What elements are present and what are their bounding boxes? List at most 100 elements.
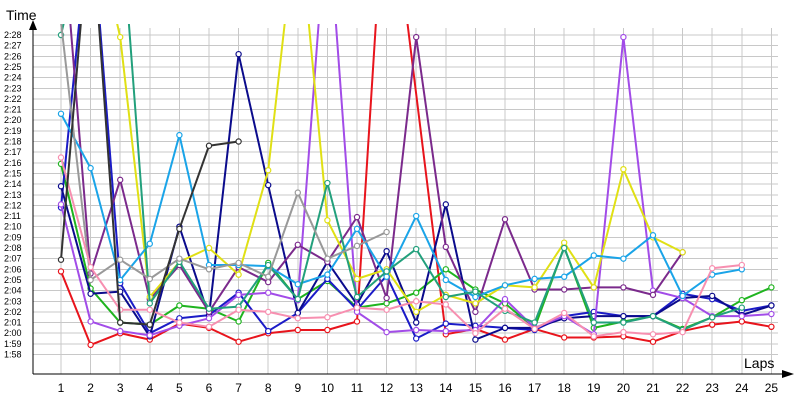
data-point xyxy=(679,328,686,336)
data-point xyxy=(265,181,272,189)
data-point xyxy=(57,154,65,161)
data-point xyxy=(324,255,331,262)
data-point xyxy=(235,271,242,278)
data-point xyxy=(265,273,272,280)
data-point xyxy=(324,271,331,278)
data-point xyxy=(768,302,775,309)
y-tick-label: 2:13 xyxy=(4,190,22,200)
data-point xyxy=(590,319,598,326)
y-tick-label: 2:14 xyxy=(4,179,22,189)
data-point xyxy=(472,330,479,337)
data-point xyxy=(205,142,213,149)
data-point xyxy=(561,286,568,293)
data-point xyxy=(649,291,657,299)
data-point xyxy=(709,321,716,328)
y-tick-label: 1:59 xyxy=(4,339,22,349)
data-point xyxy=(442,327,449,335)
y-tick-label: 2:15 xyxy=(4,168,22,178)
x-tick-label: 6 xyxy=(206,381,213,395)
data-point xyxy=(146,300,153,307)
data-point xyxy=(235,138,242,145)
y-tick-label: 2:28 xyxy=(4,30,22,40)
x-tick-label: 19 xyxy=(587,381,601,395)
data-point xyxy=(561,309,568,317)
data-point xyxy=(265,261,272,269)
x-tick-label: 20 xyxy=(617,381,631,395)
x-axis-title: Laps xyxy=(744,355,774,371)
data-point xyxy=(620,328,627,336)
y-tick-label: 2:23 xyxy=(4,83,22,93)
data-point xyxy=(57,201,65,208)
data-point xyxy=(472,293,479,301)
data-point xyxy=(649,338,657,345)
data-point xyxy=(561,334,568,341)
data-point xyxy=(294,189,301,196)
data-point xyxy=(413,212,420,220)
y-axis-arrow xyxy=(29,20,37,30)
data-point xyxy=(205,305,213,312)
data-point xyxy=(294,309,301,317)
data-point xyxy=(679,292,686,300)
y-tick-label: 2:21 xyxy=(4,105,22,115)
data-point xyxy=(501,282,509,289)
y-tick-label: 2:17 xyxy=(4,147,22,157)
data-point xyxy=(738,296,746,304)
data-point xyxy=(442,201,449,208)
data-point xyxy=(87,263,94,271)
data-point xyxy=(353,318,361,325)
x-tick-label: 22 xyxy=(676,381,690,395)
data-point xyxy=(176,255,183,262)
x-tick-label: 24 xyxy=(735,381,749,395)
x-tick-label: 7 xyxy=(235,381,242,395)
series-11 xyxy=(57,154,746,340)
data-point xyxy=(146,240,153,247)
y-tick-label: 2:16 xyxy=(4,158,22,168)
x-tick-label: 13 xyxy=(410,381,424,395)
x-tick-label: 11 xyxy=(351,381,364,395)
data-point xyxy=(116,327,124,335)
data-point xyxy=(324,179,331,187)
data-point xyxy=(383,328,390,336)
data-point xyxy=(205,244,213,252)
data-point xyxy=(531,275,538,283)
series-line xyxy=(116,24,684,313)
data-point xyxy=(561,273,568,280)
data-point xyxy=(709,314,716,321)
data-point xyxy=(413,326,420,334)
data-point xyxy=(472,308,479,316)
x-tick-label: 21 xyxy=(646,381,660,395)
data-point xyxy=(87,164,94,172)
data-point xyxy=(649,331,657,338)
series-8 xyxy=(57,110,746,301)
data-point xyxy=(116,276,124,284)
series-line xyxy=(69,24,684,313)
data-point xyxy=(146,275,153,283)
y-tick-label: 2:12 xyxy=(4,200,22,210)
data-point xyxy=(324,314,331,321)
y-tick-label: 2:00 xyxy=(4,328,22,338)
data-point xyxy=(383,294,390,302)
x-tick-label: 16 xyxy=(498,381,512,395)
y-tick-label: 2:07 xyxy=(4,254,22,264)
data-point xyxy=(383,300,390,307)
y-tick-label: 2:18 xyxy=(4,137,22,147)
axes xyxy=(29,20,794,378)
data-point xyxy=(738,318,746,325)
y-tick-label: 2:26 xyxy=(4,51,22,61)
data-point xyxy=(383,268,390,275)
data-point xyxy=(472,300,479,307)
series-line xyxy=(60,24,772,346)
y-tick-label: 2:20 xyxy=(4,115,22,125)
data-point xyxy=(294,241,301,249)
x-tick-label: 5 xyxy=(176,381,183,395)
data-point xyxy=(768,284,775,291)
y-tick-label: 2:04 xyxy=(4,286,22,296)
series-6 xyxy=(69,24,686,316)
y-tick-label: 2:10 xyxy=(4,222,22,232)
data-point xyxy=(738,304,746,311)
data-point xyxy=(620,165,627,173)
data-point xyxy=(265,308,272,316)
data-point xyxy=(353,275,361,283)
data-point xyxy=(265,327,272,335)
